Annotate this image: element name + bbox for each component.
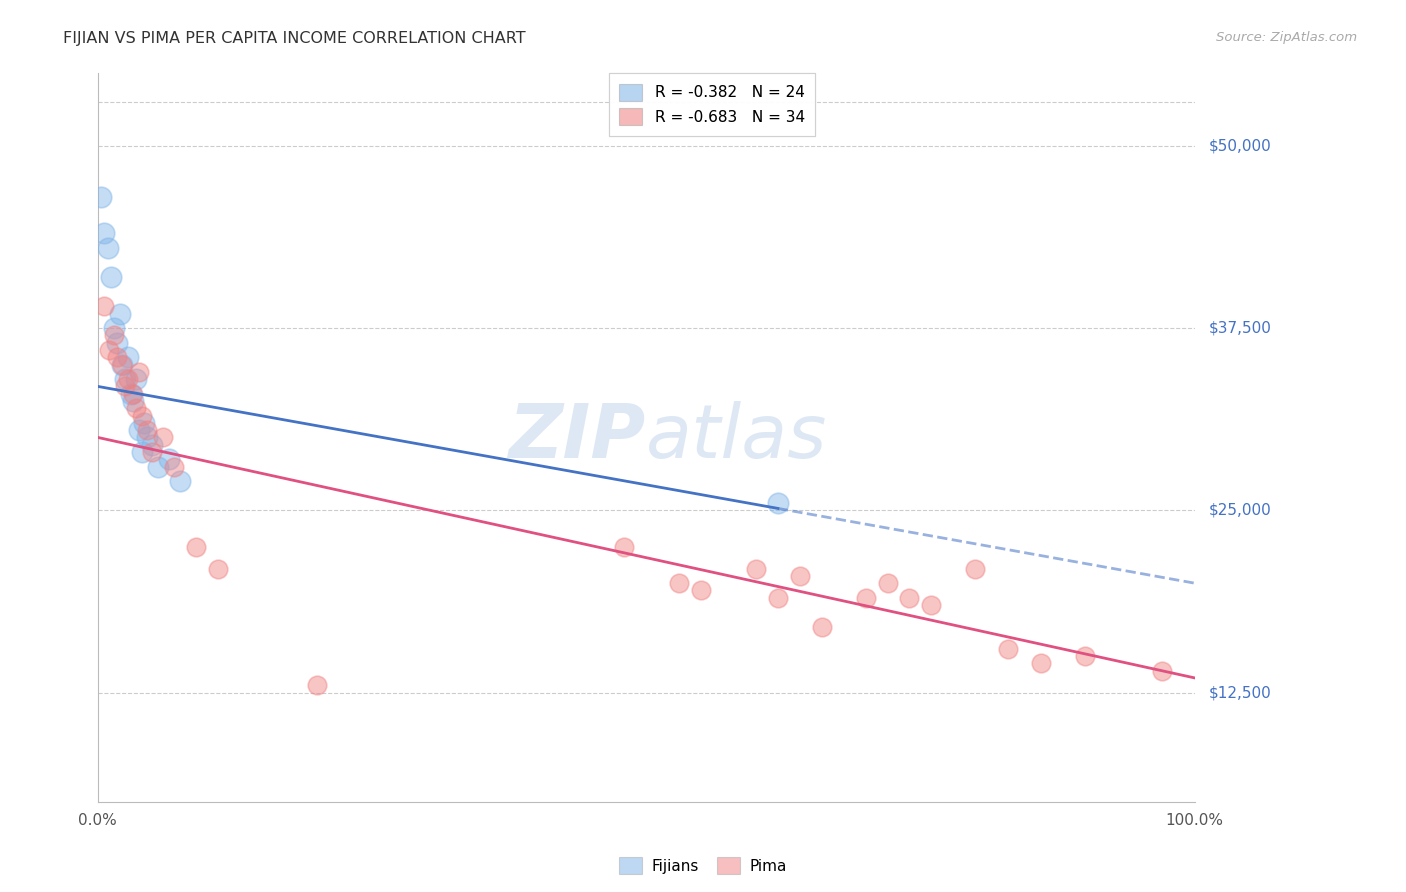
Point <box>136 423 159 437</box>
Point <box>131 445 153 459</box>
Text: $50,000: $50,000 <box>1209 138 1271 153</box>
Point <box>114 372 136 386</box>
Point <box>920 598 942 612</box>
Point <box>103 321 125 335</box>
Point <box>810 620 832 634</box>
Text: $12,500: $12,500 <box>1209 685 1271 700</box>
Point <box>121 386 143 401</box>
Point <box>111 358 134 372</box>
Point <box>163 459 186 474</box>
Point <box>100 270 122 285</box>
Point <box>120 386 142 401</box>
Point <box>105 335 128 350</box>
Point <box>111 358 134 372</box>
Point <box>766 591 789 605</box>
Point <box>128 365 150 379</box>
Point <box>93 227 115 241</box>
Point <box>766 496 789 510</box>
Point <box>169 474 191 488</box>
Text: Source: ZipAtlas.com: Source: ZipAtlas.com <box>1216 31 1357 45</box>
Point <box>141 445 163 459</box>
Point <box>152 430 174 444</box>
Point <box>146 459 169 474</box>
Point <box>141 438 163 452</box>
Point <box>117 350 139 364</box>
Point <box>125 372 148 386</box>
Point <box>128 423 150 437</box>
Text: $37,500: $37,500 <box>1209 320 1271 335</box>
Point <box>103 328 125 343</box>
Point <box>1074 648 1097 663</box>
Point <box>997 641 1019 656</box>
Point <box>965 561 987 575</box>
Point <box>96 241 118 255</box>
Point <box>105 350 128 364</box>
Point <box>93 299 115 313</box>
Legend: Fijians, Pima: Fijians, Pima <box>613 851 793 880</box>
Point <box>876 576 898 591</box>
Point <box>789 569 811 583</box>
Point <box>898 591 921 605</box>
Point <box>90 190 112 204</box>
Text: ZIP: ZIP <box>509 401 647 474</box>
Point <box>745 561 768 575</box>
Point <box>613 540 636 554</box>
Legend: R = -0.382   N = 24, R = -0.683   N = 34: R = -0.382 N = 24, R = -0.683 N = 34 <box>609 73 815 136</box>
Text: atlas: atlas <box>647 401 828 474</box>
Point <box>207 561 229 575</box>
Point <box>108 306 131 320</box>
Point <box>186 540 208 554</box>
Point <box>132 416 155 430</box>
Point <box>668 576 690 591</box>
Point <box>855 591 877 605</box>
Point <box>97 343 120 357</box>
Point <box>114 379 136 393</box>
Point <box>1150 664 1173 678</box>
Point <box>125 401 148 416</box>
Point <box>157 452 180 467</box>
Text: FIJIAN VS PIMA PER CAPITA INCOME CORRELATION CHART: FIJIAN VS PIMA PER CAPITA INCOME CORRELA… <box>63 31 526 46</box>
Point <box>131 409 153 423</box>
Point <box>307 678 329 692</box>
Text: $25,000: $25,000 <box>1209 503 1271 517</box>
Point <box>690 583 713 598</box>
Point <box>117 372 139 386</box>
Point <box>136 430 159 444</box>
Point <box>1029 657 1052 671</box>
Point <box>121 394 143 409</box>
